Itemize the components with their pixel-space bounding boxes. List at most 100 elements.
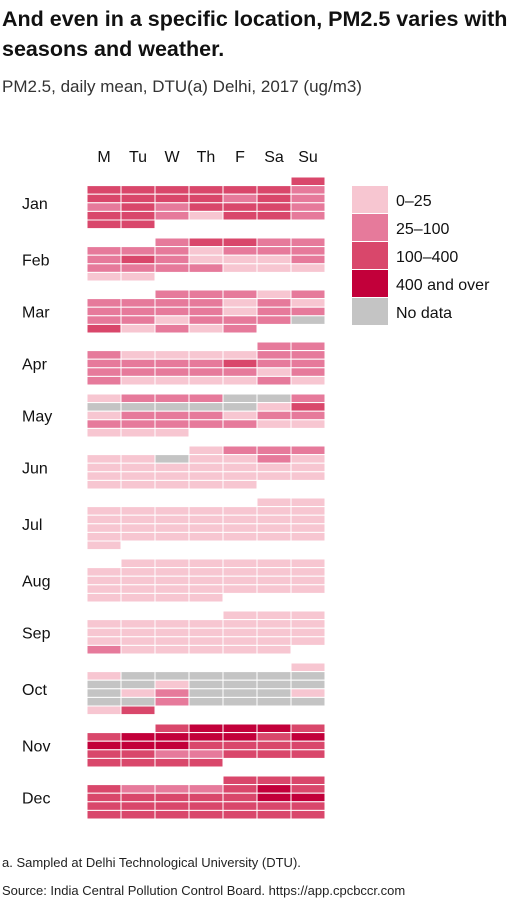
day-cell-mar-10: [222, 298, 258, 308]
day-cell-may-6: [256, 393, 292, 404]
day-cell-jul-8: [256, 506, 292, 516]
day-cell-oct-16: [86, 688, 122, 698]
day-cell-aug-28: [86, 592, 122, 603]
day-cell-jun-25: [290, 471, 326, 481]
day-cell-mar-30: [188, 323, 224, 334]
day-cell-dec-19: [120, 801, 156, 811]
day-cell-dec-24: [290, 801, 326, 811]
legend: 0–25 25–100 100–400 400 and over No data: [352, 186, 490, 325]
day-cell-feb-12: [290, 246, 326, 256]
day-cell-feb-26: [290, 263, 326, 273]
month-label-may: May: [22, 409, 52, 426]
day-cell-may-17: [154, 410, 190, 421]
day-cell-apr-14: [222, 358, 258, 369]
day-cell-aug-23: [154, 584, 190, 594]
weekday-label-su: Su: [298, 149, 318, 166]
day-cell-jun-13: [120, 462, 156, 473]
day-cell-apr-4: [120, 350, 156, 360]
day-cell-jan-22: [290, 202, 326, 212]
day-cell-jun-19: [86, 471, 122, 481]
day-cell-jul-14: [222, 514, 258, 525]
day-cell-oct-2: [86, 671, 122, 681]
day-cell-apr-23: [290, 367, 326, 377]
day-cell-mar-21: [120, 315, 156, 325]
day-cell-mar-5: [290, 289, 326, 300]
month-label-dec: Dec: [22, 791, 50, 808]
day-cell-mar-16: [188, 306, 224, 317]
day-cell-feb-4: [256, 237, 292, 248]
day-cell-nov-27: [86, 757, 122, 768]
day-cell-jul-26: [154, 531, 190, 542]
day-cell-feb-11: [256, 246, 292, 256]
day-cell-jul-31: [86, 540, 122, 551]
day-cell-aug-27: [290, 584, 326, 594]
day-cell-feb-5: [290, 237, 326, 248]
day-cell-feb-2: [188, 237, 224, 248]
day-cell-oct-19: [188, 688, 224, 698]
day-cell-nov-26: [290, 749, 326, 759]
day-cell-sep-11: [86, 627, 122, 638]
day-cell-apr-19: [154, 367, 190, 377]
day-cell-dec-7: [188, 784, 224, 794]
day-cell-aug-26: [256, 584, 292, 594]
day-cell-jul-18: [120, 523, 156, 533]
day-cell-jan-19: [188, 202, 224, 212]
day-cell-may-31: [154, 427, 190, 438]
day-cell-sep-4: [86, 619, 122, 629]
day-cell-nov-25: [256, 749, 292, 759]
day-cell-jun-5: [86, 454, 122, 464]
day-cell-dec-28: [188, 809, 224, 820]
day-cell-apr-13: [188, 358, 224, 369]
day-cell-jul-17: [86, 523, 122, 533]
day-cell-jan-11: [154, 193, 190, 204]
day-cell-jul-7: [222, 506, 258, 516]
day-cell-aug-21: [86, 584, 122, 594]
day-cell-jul-2: [290, 497, 326, 508]
day-cell-aug-13: [290, 567, 326, 577]
day-cell-nov-7: [120, 732, 156, 742]
day-cell-feb-8: [154, 246, 190, 256]
day-cell-oct-6: [222, 671, 258, 681]
day-cell-jan-2: [86, 185, 122, 195]
day-cell-jul-27: [188, 531, 224, 542]
day-cell-jun-18: [290, 462, 326, 473]
day-cell-jul-29: [256, 531, 292, 542]
day-cell-jun-1: [188, 445, 224, 456]
day-cell-jun-30: [222, 479, 258, 490]
day-cell-sep-26: [120, 644, 156, 655]
day-cell-nov-30: [188, 757, 224, 768]
day-cell-sep-6: [154, 619, 190, 629]
day-cell-oct-21: [256, 688, 292, 698]
day-cell-nov-29: [154, 757, 190, 768]
day-cell-feb-23: [188, 263, 224, 273]
day-cell-may-23: [120, 419, 156, 429]
day-cell-jun-24: [256, 471, 292, 481]
day-cell-may-1: [86, 393, 122, 404]
day-cell-mar-8: [154, 298, 190, 308]
day-cell-jun-14: [154, 462, 190, 473]
day-cell-mar-13: [86, 306, 122, 317]
day-cell-may-18: [188, 410, 224, 421]
footnote-source: Source: India Central Pollution Control …: [2, 883, 406, 898]
day-cell-oct-4: [154, 671, 190, 681]
day-cell-feb-22: [154, 263, 190, 273]
day-cell-apr-1: [256, 341, 292, 352]
day-cell-aug-19: [256, 575, 292, 586]
day-cell-may-25: [188, 419, 224, 429]
month-label-jun: Jun: [22, 461, 48, 478]
day-cell-dec-4: [86, 784, 122, 794]
day-cell-dec-8: [222, 784, 258, 794]
day-cell-jul-25: [120, 531, 156, 542]
day-cell-dec-10: [290, 784, 326, 794]
day-cell-apr-20: [188, 367, 224, 377]
day-cell-may-26: [222, 419, 258, 429]
day-cell-nov-23: [188, 749, 224, 759]
day-cell-jan-5: [188, 185, 224, 195]
day-cell-jan-10: [120, 193, 156, 204]
day-cell-may-7: [290, 393, 326, 404]
day-cell-mar-26: [290, 315, 326, 325]
day-cell-apr-24: [86, 375, 122, 386]
day-cell-may-15: [86, 410, 122, 421]
day-cell-jan-30: [86, 219, 122, 230]
day-cell-sep-2: [256, 610, 292, 621]
